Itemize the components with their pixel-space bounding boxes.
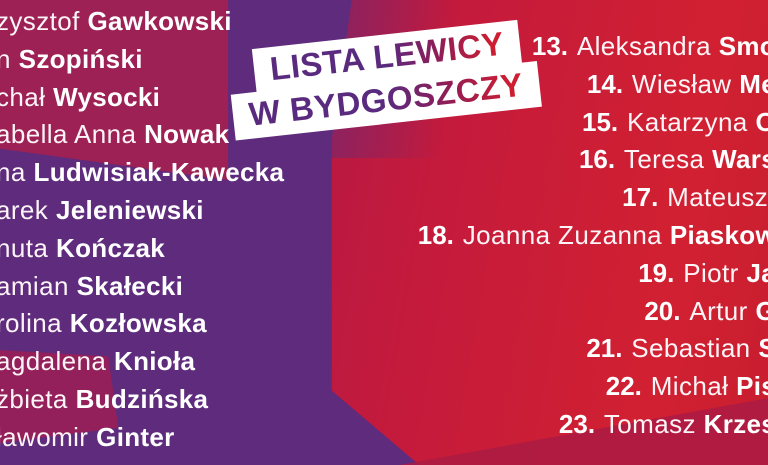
candidate-last-name: Me xyxy=(739,68,768,99)
candidate-number: 22. xyxy=(605,371,642,402)
list-item: 14.WiesławMe xyxy=(418,66,768,104)
candidate-last-name: Piaskow xyxy=(669,219,768,250)
candidate-first-name: Michał xyxy=(650,371,729,402)
list-item: 13.AleksandraSmo xyxy=(418,28,768,66)
candidate-last-name: Krzes xyxy=(703,408,768,439)
list-item: arek Jeleniewski xyxy=(0,192,284,230)
candidate-last-name: Szopiński xyxy=(18,43,143,74)
candidate-last-name: Knioła xyxy=(114,346,196,377)
candidate-first-name: na xyxy=(0,157,26,188)
candidate-first-name: Teresa xyxy=(623,144,705,175)
list-item: nuta Kończak xyxy=(0,230,284,268)
candidate-last-name: Smo xyxy=(718,31,768,61)
candidate-number: 15. xyxy=(582,106,619,137)
list-item: 16.TeresaWars xyxy=(418,141,768,179)
list-item: 19. PiotrJa xyxy=(418,255,768,293)
candidate-first-name: Aleksandra xyxy=(576,31,711,61)
candidate-first-name: ławomir xyxy=(0,421,89,452)
candidate-number: 14. xyxy=(586,68,624,99)
list-item: 18. Joanna Zuzanna Piaskow xyxy=(418,217,768,255)
candidate-first-name: żbieta xyxy=(0,383,68,414)
candidate-last-name: Ludwisiak-Kawecka xyxy=(33,157,285,188)
candidate-last-name: Wars xyxy=(712,144,768,175)
candidate-first-name: Tomasz xyxy=(603,408,696,439)
candidate-last-name: Kozłowska xyxy=(69,308,207,339)
candidate-list-right: 13.AleksandraSmo 14.WiesławMe 15. Katarzy… xyxy=(418,28,768,444)
list-item: 17. Mateusz xyxy=(418,179,768,217)
candidate-last-name: O xyxy=(755,106,768,137)
candidate-first-name: Artur xyxy=(689,295,748,326)
candidate-last-name: Ginter xyxy=(96,421,175,452)
candidate-last-name: Nowak xyxy=(144,119,230,150)
list-item: 22. MichałPis xyxy=(418,368,768,406)
candidate-first-name: abella Anna xyxy=(0,119,137,150)
candidate-list-left: zysztof Gawkowski n Szopiński chał Wysocki … xyxy=(0,3,284,457)
candidate-first-name: Katarzyna xyxy=(627,106,748,137)
candidate-number: 23. xyxy=(558,408,596,439)
list-item: 21. Sebastian S xyxy=(418,330,768,368)
list-item: zysztof Gawkowski xyxy=(0,3,284,41)
candidate-first-name: Sebastian xyxy=(631,333,751,364)
list-item: 15. Katarzyna O xyxy=(418,104,768,142)
candidate-first-name: agdalena xyxy=(0,346,107,377)
list-item: żbieta Budzińska xyxy=(0,381,284,419)
candidate-first-name: amian xyxy=(0,270,69,301)
list-item: 23.TomaszKrzes xyxy=(418,406,768,444)
candidate-last-name: Budzińska xyxy=(75,383,209,414)
candidate-number: 13. xyxy=(531,31,569,61)
candidate-first-name: zysztof xyxy=(0,6,80,36)
candidate-first-name: chał xyxy=(0,81,46,112)
list-item: rolina Kozłowska xyxy=(0,305,284,343)
candidate-number: 21. xyxy=(586,333,623,364)
list-item: chał Wysocki xyxy=(0,79,284,117)
candidate-last-name: S xyxy=(758,333,768,364)
candidate-first-name: arek xyxy=(0,194,49,225)
candidate-last-name: Skałecki xyxy=(76,270,184,301)
candidate-first-name: Mateusz xyxy=(667,182,768,213)
candidate-last-name: G xyxy=(755,295,768,326)
candidate-last-name: Kończak xyxy=(56,232,166,263)
candidate-last-name: Wysocki xyxy=(53,81,161,112)
candidate-first-name: nuta xyxy=(0,232,49,263)
candidate-last-name: Gawkowski xyxy=(87,6,232,36)
candidate-last-name: Pis xyxy=(736,371,768,402)
candidate-first-name: Joanna Zuzanna xyxy=(462,219,663,250)
candidate-last-name: Ja xyxy=(746,257,768,288)
candidate-last-name: Jeleniewski xyxy=(55,194,204,225)
candidate-number: 18. xyxy=(417,219,454,250)
candidate-first-name: Piotr xyxy=(683,257,739,288)
list-item: 20. Artur G xyxy=(418,293,768,331)
list-item: ławomir Ginter xyxy=(0,419,284,457)
candidate-number: 19. xyxy=(638,257,675,288)
list-item: amian Skałecki xyxy=(0,268,284,306)
candidate-first-name: Wiesław xyxy=(631,68,732,99)
candidate-number: 16. xyxy=(578,144,616,175)
candidate-number: 20. xyxy=(644,295,681,326)
list-item: n Szopiński xyxy=(0,41,284,79)
list-item: na Ludwisiak-Kawecka xyxy=(0,154,284,192)
candidate-number: 17. xyxy=(622,182,659,213)
list-item: abella Anna Nowak xyxy=(0,116,284,154)
list-item: agdalena Knioła xyxy=(0,343,284,381)
candidate-first-name: n xyxy=(0,43,11,74)
candidate-first-name: rolina xyxy=(0,308,62,339)
